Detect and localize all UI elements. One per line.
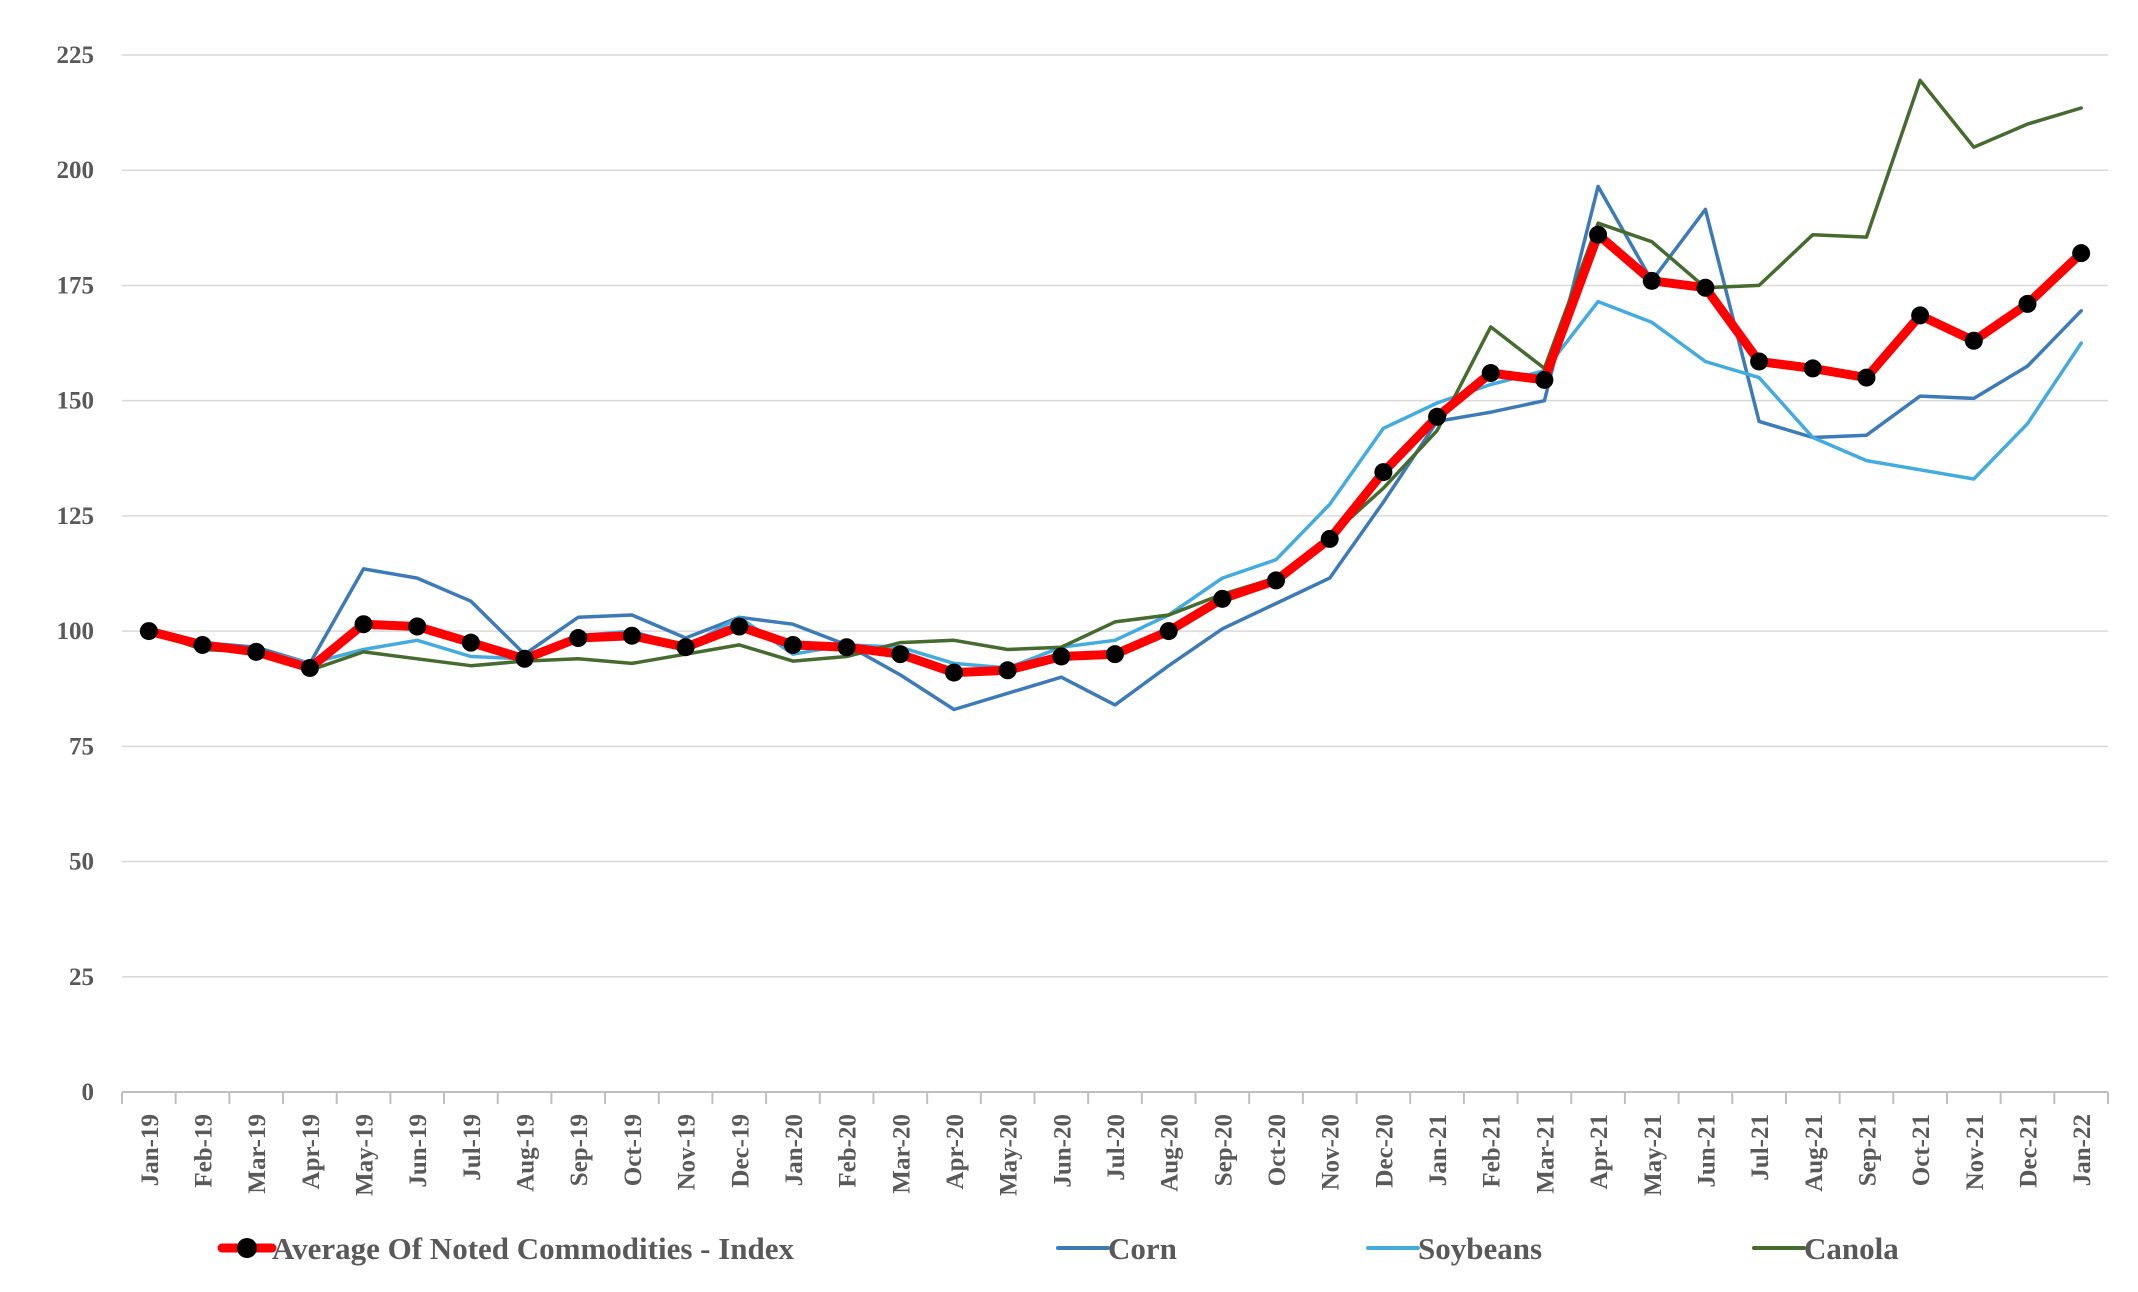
x-tick-label: Nov-21 [1962, 1114, 1989, 1190]
y-tick-label: 25 [69, 964, 94, 991]
average-point [1213, 589, 1232, 608]
average-point [1106, 645, 1124, 664]
y-tick-label: 150 [57, 388, 95, 415]
average-point [300, 658, 319, 677]
y-tick-label: 125 [57, 503, 95, 530]
x-tick-label: Feb-21 [1479, 1114, 1506, 1188]
average-point [1052, 647, 1071, 666]
x-tick-label: Nov-19 [674, 1114, 701, 1190]
x-tick-label: Sep-21 [1854, 1114, 1881, 1186]
legend-label-canola: Canola [1804, 1231, 1899, 1266]
average-point [730, 617, 749, 636]
x-tick-label: Jun-21 [1693, 1114, 1720, 1188]
x-tick-label: Aug-19 [513, 1114, 540, 1192]
x-tick-label: Jul-21 [1747, 1114, 1774, 1181]
average-point [2018, 294, 2037, 313]
legend-marker [237, 1238, 257, 1258]
average-point [1696, 278, 1715, 297]
x-tick-label: May-21 [1640, 1114, 1667, 1196]
legend-label-average-of-noted-commodities-index: Average Of Noted Commodities - Index [272, 1231, 795, 1266]
x-tick-label: May-19 [352, 1114, 379, 1196]
average-point [1428, 407, 1447, 426]
x-tick-label: Jan-22 [2069, 1114, 2096, 1186]
x-tick-label: Sep-19 [566, 1114, 593, 1186]
x-tick-label: Apr-21 [1586, 1114, 1613, 1189]
average-point [354, 615, 373, 634]
average-point [515, 649, 534, 668]
average-point [139, 622, 158, 641]
average-point [1803, 359, 1822, 378]
series-lines [144, 78, 2086, 712]
average-point [622, 626, 641, 645]
x-tick-label: Mar-20 [888, 1114, 915, 1194]
y-tick-label: 0 [82, 1079, 95, 1106]
x-tick-label: Aug-21 [1801, 1114, 1828, 1192]
x-tick-label: Mar-21 [1532, 1114, 1559, 1194]
x-tick-label: Jun-20 [1049, 1114, 1076, 1188]
x-tick-label: Dec-21 [2015, 1114, 2042, 1188]
average-point [1750, 352, 1769, 371]
y-tick-label: 100 [57, 618, 95, 645]
average-point [461, 633, 480, 652]
average-point [944, 663, 963, 682]
x-tick-label: May-20 [996, 1114, 1023, 1196]
average-point [1857, 368, 1876, 387]
series-line-average-of-noted-commodities-index [144, 230, 2086, 678]
x-tick-label: Mar-19 [244, 1114, 271, 1194]
average-point [1374, 463, 1393, 482]
x-tick-label: Oct-21 [1908, 1114, 1935, 1186]
average-markers [139, 225, 2091, 682]
legend-label-soybeans: Soybeans [1418, 1231, 1542, 1266]
average-point [1642, 271, 1661, 290]
gridlines [122, 54, 2108, 978]
average-point [247, 642, 266, 661]
x-tick-label: Jan-20 [781, 1114, 808, 1186]
average-point [998, 661, 1017, 680]
x-tick-label: Sep-20 [1210, 1114, 1237, 1186]
x-tick-label: Jan-21 [1425, 1114, 1452, 1186]
series-line-soybeans [147, 299, 2083, 670]
average-point [676, 638, 695, 657]
average-point [1911, 306, 1930, 325]
x-tick-label: Oct-20 [1264, 1114, 1291, 1186]
average-point [837, 638, 856, 657]
x-tick-label: Apr-19 [298, 1114, 325, 1189]
x-tick-label: Jul-19 [459, 1114, 486, 1181]
average-point [2072, 244, 2091, 263]
x-tick-label: Jun-19 [405, 1114, 432, 1188]
average-point [193, 635, 212, 654]
average-point [891, 645, 910, 664]
series-line-canola [147, 78, 2083, 673]
y-tick-label: 200 [57, 157, 95, 184]
average-point [1481, 364, 1500, 383]
axes: 0 25 50 75 100 125 150 175 200 225 Jan-19 Feb-19 Mar… [57, 42, 2109, 1196]
series-line-corn [147, 184, 2083, 712]
average-point [1964, 331, 1983, 350]
x-tick-label: Feb-20 [835, 1114, 862, 1188]
average-point [1159, 622, 1178, 641]
y-tick-label: 50 [69, 849, 94, 876]
x-tick-label: Nov-20 [1318, 1114, 1345, 1190]
x-tick-label: Oct-19 [620, 1114, 647, 1186]
x-tick-label: Aug-20 [1157, 1114, 1184, 1192]
average-point [1320, 529, 1339, 548]
average-point [1267, 571, 1286, 590]
legend: Average Of Noted Commodities - Index Corn… [217, 1231, 1899, 1266]
average-point [1589, 225, 1608, 244]
x-tick-label: Dec-19 [727, 1114, 754, 1188]
x-tick-label: Feb-19 [191, 1114, 218, 1188]
x-tick-label: Jul-20 [1103, 1114, 1130, 1181]
legend-label-corn: Corn [1108, 1231, 1177, 1266]
average-point [783, 635, 802, 654]
average-point [408, 617, 427, 636]
y-tick-label: 225 [57, 42, 95, 69]
y-tick-label: 175 [57, 272, 95, 299]
average-point [1535, 370, 1554, 389]
average-point [569, 629, 588, 648]
x-tick-label: Dec-20 [1371, 1114, 1398, 1188]
x-tick-label: Apr-20 [942, 1114, 969, 1189]
x-tick-label: Jan-19 [137, 1114, 164, 1186]
y-tick-label: 75 [69, 733, 94, 760]
